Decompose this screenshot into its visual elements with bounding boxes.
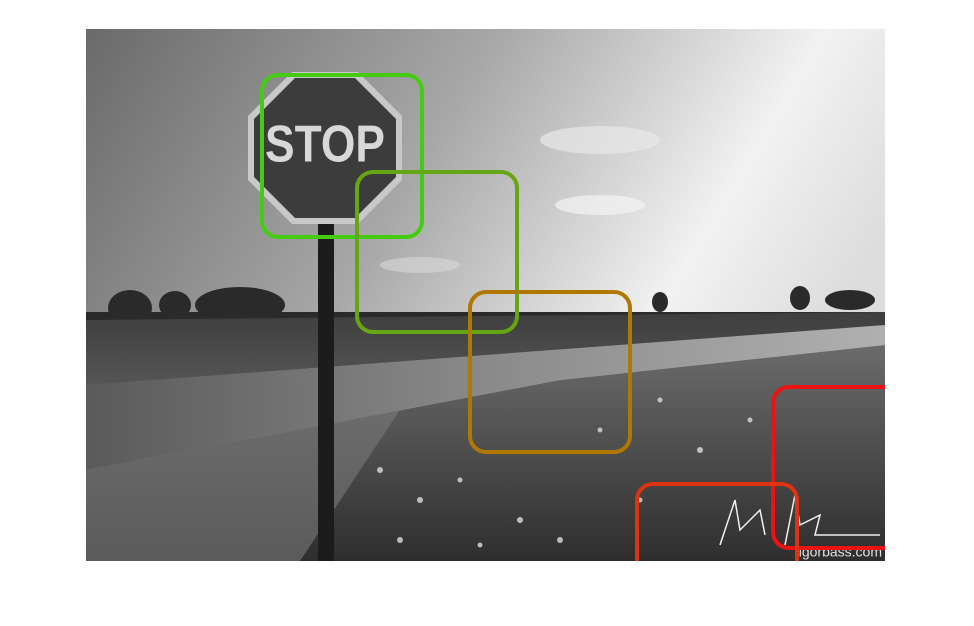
box xyxy=(771,385,885,550)
cloud xyxy=(380,257,460,273)
sign-pole xyxy=(318,215,334,561)
box xyxy=(468,290,632,454)
stop-sign xyxy=(254,78,396,218)
field xyxy=(86,312,885,385)
flowers xyxy=(377,397,753,548)
photo: STOP igorbass.com xyxy=(86,29,885,561)
box xyxy=(260,73,424,239)
box xyxy=(635,482,799,561)
road xyxy=(86,325,885,470)
cloud xyxy=(555,195,645,215)
cloud xyxy=(540,126,660,154)
boxes xyxy=(260,73,885,561)
sign-text: STOP xyxy=(265,116,385,174)
box xyxy=(355,170,519,334)
signature xyxy=(719,494,880,546)
